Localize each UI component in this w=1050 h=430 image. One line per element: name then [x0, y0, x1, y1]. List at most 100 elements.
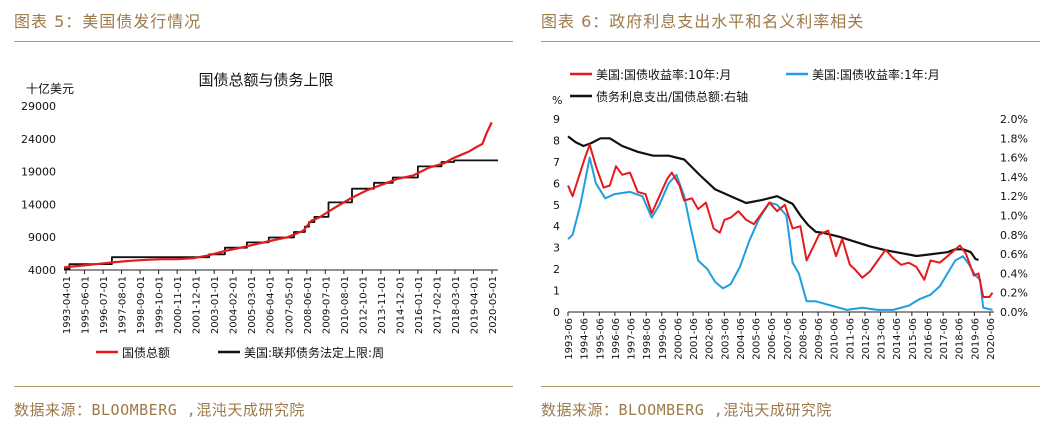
- x-tick-label: 2000-06: [673, 318, 684, 360]
- left-y-tick-label: 6: [553, 177, 560, 190]
- x-tick-label: 2003-06: [720, 318, 731, 360]
- x-tick-label: 2018-03-01: [451, 276, 462, 334]
- left-y-tick-label: 0: [553, 306, 560, 319]
- left-y-tick-label: 8: [553, 134, 560, 147]
- x-tick-label: 2010-06: [830, 318, 841, 360]
- source-note-right: 数据来源：BLOOMBERG ,混沌天成研究院: [541, 401, 832, 419]
- x-tick-label: 2008-06: [798, 318, 809, 360]
- left-unit-label: %: [552, 94, 562, 107]
- caption-divider-left: [14, 41, 513, 42]
- x-tick-label: 1993-04-01: [62, 276, 73, 334]
- x-tick-label: 2011-06: [845, 318, 856, 360]
- x-tick-label: 2004-06: [736, 318, 747, 360]
- x-tick-label: 2014-12-01: [395, 276, 406, 334]
- left-y-tick-label: 2: [553, 263, 560, 276]
- x-tick-label: 2013-06: [877, 318, 888, 360]
- x-tick-label: 1998-06: [642, 318, 653, 360]
- right-y-tick-label: 2.0%: [1000, 113, 1028, 126]
- legend-label-total-debt: 国债总额: [122, 346, 170, 360]
- x-tick-label: 2019-04-01: [469, 276, 480, 334]
- left-y-tick-label: 9: [553, 113, 560, 126]
- x-tick-label: 1996-06: [611, 318, 622, 360]
- x-tick-label: 2014-06: [892, 318, 903, 360]
- x-tick-label: 2012-10-01: [358, 276, 369, 334]
- right-y-tick-label: 0.0%: [1000, 306, 1028, 319]
- left-y-tick-label: 3: [553, 242, 560, 255]
- x-tick-label: 2009-07-01: [321, 276, 332, 334]
- x-tick-label: 2001-12-01: [192, 276, 203, 334]
- x-tick-label: 2007-06: [783, 318, 794, 360]
- x-tick-label: 1996-07-01: [99, 276, 110, 334]
- figure-5-caption: 图表 5：美国债发行情况: [14, 12, 202, 31]
- x-tick-label: 2003-01-01: [210, 276, 221, 334]
- right-y-tick-label: 0.6%: [1000, 248, 1028, 261]
- left-y-tick-label: 1: [553, 285, 560, 298]
- yield-10y-line: [567, 143, 994, 298]
- chart-title: 国债总额与债务上限: [198, 71, 333, 89]
- x-tick-label: 1995-06: [595, 318, 606, 360]
- left-y-tick-label: 5: [553, 199, 560, 212]
- y-tick-label: 29000: [21, 100, 56, 113]
- yield-1y-line: [567, 156, 993, 311]
- right-y-tick-label: 0.2%: [1000, 287, 1028, 300]
- x-tick-label: 2000-11-01: [173, 276, 184, 334]
- x-tick-label: 2018-06: [955, 318, 966, 360]
- unit-label: 十亿美元: [26, 81, 74, 96]
- x-tick-label: 2010-08-01: [340, 276, 351, 334]
- legend-label-interest-ratio: 债务利息支出/国债总额:右轴: [596, 89, 748, 104]
- x-tick-label: 2007-05-01: [284, 276, 295, 334]
- caption-divider-right: [541, 41, 1040, 42]
- right-y-tick-label: 1.0%: [1000, 210, 1028, 223]
- total-debt-line: [63, 121, 493, 269]
- interest-rate-chart: % 0 1 2 3 4 5 6 7 8 9 0.0% 0.2% 0.4% 0.6% 0.8% 1.0% 1.2% 1…: [552, 67, 1028, 360]
- x-tick-label: 2005-03-01: [247, 276, 258, 334]
- right-y-tick-label: 0.8%: [1000, 229, 1028, 242]
- right-y-tick-label: 1.6%: [1000, 152, 1028, 165]
- y-tick-label: 4000: [28, 264, 56, 277]
- interest-expense-ratio-line: [567, 135, 979, 261]
- x-tick-label: 2006-04-01: [266, 276, 277, 334]
- left-y-tick-label: 7: [553, 156, 560, 169]
- x-tick-label: 1999-06: [658, 318, 669, 360]
- y-tick-label: 9000: [28, 231, 56, 244]
- right-y-tick-label: 1.8%: [1000, 132, 1028, 145]
- x-tick-label: 1994-06: [580, 318, 591, 360]
- x-tick-label: 2004-02-01: [229, 276, 240, 334]
- x-tick-label: 2016-06: [923, 318, 934, 360]
- x-tick-label: 1995-06-01: [81, 276, 92, 334]
- x-tick-label: 2017-06: [939, 318, 950, 360]
- legend-label-yield-1y: 美国:国债收益率:1年:月: [812, 67, 940, 82]
- left-y-tick-label: 4: [553, 220, 560, 233]
- source-note-left: 数据来源：BLOOMBERG ,混沌天成研究院: [14, 401, 305, 419]
- x-tick-label: 2020-06: [986, 318, 997, 360]
- x-tick-label: 2013-11-01: [377, 276, 388, 334]
- y-tick-label: 19000: [21, 166, 56, 179]
- x-tick-label: 1999-10-01: [155, 276, 166, 334]
- x-tick-label: 2001-06: [689, 318, 700, 360]
- x-tick-label: 1993-06: [564, 318, 575, 360]
- x-tick-label: 1998-09-01: [136, 276, 147, 334]
- x-tick-label: 2020-05-01: [488, 276, 499, 334]
- x-tick-label: 1997-08-01: [118, 276, 129, 334]
- x-tick-label: 2019-06: [970, 318, 981, 360]
- figure-6-caption: 图表 6：政府利息支出水平和名义利率相关: [541, 12, 865, 31]
- x-tick-label: 2012-06: [861, 318, 872, 360]
- right-y-tick-label: 1.4%: [1000, 171, 1028, 184]
- legend-label-yield-10y: 美国:国债收益率:10年:月: [596, 67, 731, 82]
- x-tick-label: 2006-06: [767, 318, 778, 360]
- y-tick-label: 24000: [21, 133, 56, 146]
- x-tick-label: 2009-06: [814, 318, 825, 360]
- source-divider-left: [14, 386, 513, 387]
- right-y-tick-label: 0.4%: [1000, 267, 1028, 280]
- x-tick-label: 2002-06: [705, 318, 716, 360]
- x-tick-label: 2008-06-01: [303, 276, 314, 334]
- x-tick-label: 2016-01-01: [414, 276, 425, 334]
- right-y-tick-label: 1.2%: [1000, 190, 1028, 203]
- source-divider-right: [541, 386, 1040, 387]
- x-tick-label: 2015-06: [908, 318, 919, 360]
- x-tick-label: 2017-02-01: [432, 276, 443, 334]
- legend-label-debt-ceiling: 美国:联邦债务法定上限:周: [244, 345, 384, 360]
- y-tick-label: 14000: [21, 198, 56, 211]
- x-tick-label: 1997-06: [627, 318, 638, 360]
